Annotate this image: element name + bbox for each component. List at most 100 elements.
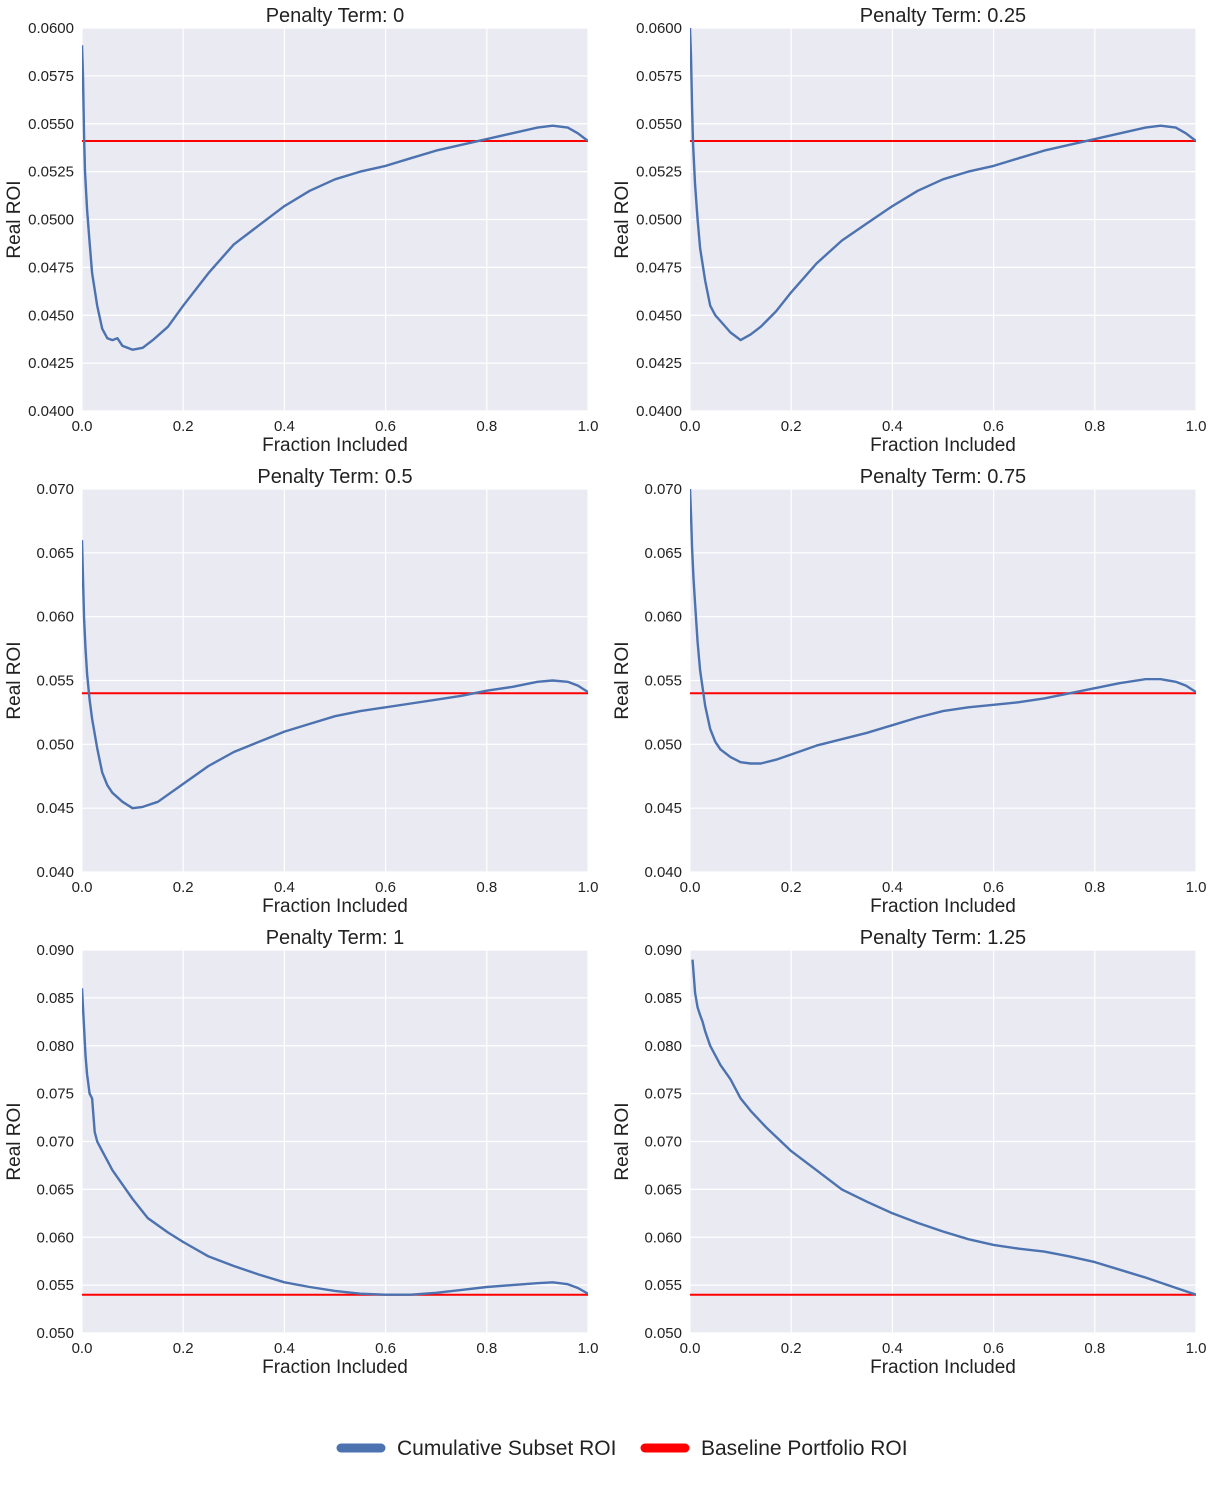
y-tick-label: 0.0550 [28, 116, 74, 133]
x-tick-label: 1.0 [578, 418, 599, 435]
x-tick-label: 0.4 [882, 1340, 903, 1357]
y-tick-label: 0.0575 [636, 68, 682, 85]
y-tick-label: 0.045 [36, 800, 74, 817]
y-tick-label: 0.090 [644, 942, 682, 959]
figure: 0.0 0.2 0.4 0.6 0.8 1.0 0.0400 0.0425 0.0450 0.04… [0, 0, 1215, 1511]
y-tick-label: 0.0525 [636, 164, 682, 181]
y-tick-label: 0.0450 [636, 307, 682, 324]
x-tick-label: 0.2 [781, 418, 802, 435]
x-tick-label: 0.8 [1084, 1340, 1105, 1357]
y-axis-label: Real ROI [4, 641, 25, 719]
panel-title: Penalty Term: 1 [266, 927, 405, 949]
x-tick-label: 0.6 [375, 418, 396, 435]
chart-panel: 0.0 0.2 0.4 0.6 0.8 1.0 0.040 0.045 0.050 0.055 0.… [4, 466, 598, 917]
panel-title: Penalty Term: 0 [266, 5, 405, 27]
y-tick-label: 0.065 [36, 1181, 74, 1198]
y-tick-label: 0.0425 [636, 355, 682, 372]
y-tick-label: 0.040 [644, 864, 682, 881]
y-tick-label: 0.0500 [636, 212, 682, 229]
x-tick-label: 0.4 [882, 879, 903, 896]
x-tick-label: 0.0 [680, 1340, 701, 1357]
y-tick-label: 0.070 [36, 481, 74, 498]
x-tick-label: 0.2 [781, 879, 802, 896]
chart-panel: 0.0 0.2 0.4 0.6 0.8 1.0 0.040 0.045 0.050 0.055 0.… [612, 466, 1206, 917]
y-tick-label: 0.0400 [636, 403, 682, 420]
x-tick-label: 1.0 [1186, 879, 1207, 896]
legend-label-cumulative-subset-roi: Cumulative Subset ROI [397, 1437, 616, 1460]
x-axis-label: Fraction Included [262, 435, 408, 456]
chart-panel: 0.0 0.2 0.4 0.6 0.8 1.0 0.050 0.055 0.060 0.065 0.… [4, 927, 598, 1378]
x-tick-label: 0.4 [274, 418, 295, 435]
y-axis-label: Real ROI [612, 180, 633, 258]
x-axis-label: Fraction Included [870, 435, 1016, 456]
y-tick-label: 0.060 [644, 609, 682, 626]
y-tick-label: 0.0475 [28, 259, 74, 276]
y-tick-label: 0.090 [36, 942, 74, 959]
x-tick-label: 1.0 [578, 1340, 599, 1357]
x-tick-label: 0.0 [72, 418, 93, 435]
y-tick-label: 0.0600 [28, 20, 74, 37]
x-tick-label: 0.8 [1084, 879, 1105, 896]
panel-title: Penalty Term: 0.75 [860, 466, 1026, 488]
x-tick-label: 0.8 [476, 1340, 497, 1357]
x-tick-label: 1.0 [578, 879, 599, 896]
y-tick-label: 0.065 [644, 1181, 682, 1198]
x-tick-label: 0.6 [983, 879, 1004, 896]
chart-panel: 0.0 0.2 0.4 0.6 0.8 1.0 0.0400 0.0425 0.0450 0.04… [612, 5, 1206, 456]
y-tick-label: 0.060 [36, 609, 74, 626]
y-axis-label: Real ROI [4, 1102, 25, 1180]
x-tick-label: 0.2 [781, 1340, 802, 1357]
x-tick-label: 0.2 [173, 418, 194, 435]
y-tick-label: 0.055 [36, 1277, 74, 1294]
y-tick-label: 0.075 [644, 1086, 682, 1103]
y-tick-label: 0.0400 [28, 403, 74, 420]
chart-panels: 0.0 0.2 0.4 0.6 0.8 1.0 0.0400 0.0425 0.0450 0.04… [4, 5, 1206, 1378]
y-tick-label: 0.050 [644, 1325, 682, 1342]
x-tick-label: 0.0 [72, 879, 93, 896]
y-tick-label: 0.055 [36, 673, 74, 690]
x-tick-label: 1.0 [1186, 1340, 1207, 1357]
chart-panel: 0.0 0.2 0.4 0.6 0.8 1.0 0.0400 0.0425 0.0450 0.04… [4, 5, 598, 456]
y-axis-label: Real ROI [4, 180, 25, 258]
x-tick-label: 0.8 [1084, 418, 1105, 435]
x-tick-label: 0.6 [375, 1340, 396, 1357]
panel-title: Penalty Term: 1.25 [860, 927, 1026, 949]
x-axis-label: Fraction Included [870, 1357, 1016, 1378]
y-tick-label: 0.0600 [636, 20, 682, 37]
x-tick-label: 0.4 [274, 1340, 295, 1357]
legend-label-baseline-portfolio-roi: Baseline Portfolio ROI [701, 1437, 908, 1460]
y-tick-label: 0.0475 [636, 259, 682, 276]
x-tick-label: 0.0 [72, 1340, 93, 1357]
y-tick-label: 0.050 [36, 736, 74, 753]
x-tick-label: 0.4 [882, 418, 903, 435]
y-tick-label: 0.050 [36, 1325, 74, 1342]
y-axis-label: Real ROI [612, 641, 633, 719]
y-tick-label: 0.0575 [28, 68, 74, 85]
x-axis-label: Fraction Included [262, 896, 408, 917]
y-tick-label: 0.045 [644, 800, 682, 817]
x-tick-label: 0.8 [476, 879, 497, 896]
y-tick-label: 0.080 [36, 1038, 74, 1055]
y-tick-label: 0.0550 [636, 116, 682, 133]
y-tick-label: 0.070 [644, 481, 682, 498]
legend: Cumulative Subset ROI Baseline Portfolio… [341, 1437, 908, 1460]
y-tick-label: 0.065 [36, 545, 74, 562]
y-tick-label: 0.060 [644, 1229, 682, 1246]
y-tick-label: 0.080 [644, 1038, 682, 1055]
x-tick-label: 0.6 [375, 879, 396, 896]
y-tick-label: 0.055 [644, 1277, 682, 1294]
x-tick-label: 0.4 [274, 879, 295, 896]
x-tick-label: 0.6 [983, 418, 1004, 435]
x-tick-label: 0.2 [173, 1340, 194, 1357]
y-axis-label: Real ROI [612, 1102, 633, 1180]
x-axis-label: Fraction Included [870, 896, 1016, 917]
x-tick-label: 1.0 [1186, 418, 1207, 435]
x-tick-label: 0.8 [476, 418, 497, 435]
x-tick-label: 0.0 [680, 418, 701, 435]
y-tick-label: 0.050 [644, 736, 682, 753]
panel-title: Penalty Term: 0.25 [860, 5, 1026, 27]
y-tick-label: 0.070 [36, 1134, 74, 1151]
y-tick-label: 0.0500 [28, 212, 74, 229]
y-tick-label: 0.065 [644, 545, 682, 562]
x-tick-label: 0.6 [983, 1340, 1004, 1357]
